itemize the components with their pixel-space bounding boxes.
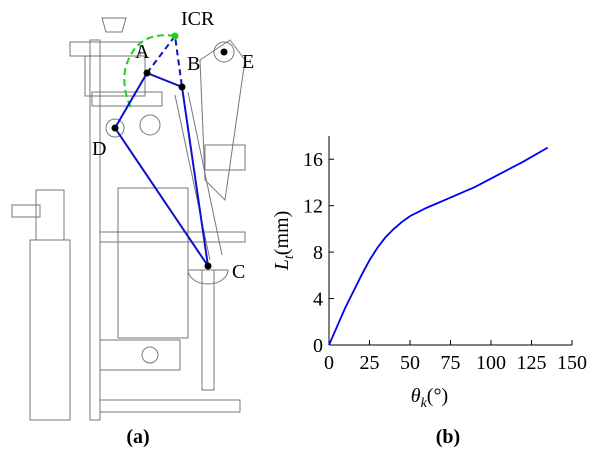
x-axis-label-symbol: θ xyxy=(411,385,421,407)
x-tick-label: 125 xyxy=(517,352,547,374)
data-line xyxy=(328,146,549,346)
y-tick-label: 12 xyxy=(303,196,323,218)
joint-label: C xyxy=(232,261,245,283)
icr-arc xyxy=(123,34,176,111)
x-tick-label: 100 xyxy=(476,352,506,374)
joint-label: D xyxy=(92,138,106,160)
x-axis-label-unit: (°) xyxy=(427,385,448,407)
y-axis-label: Lt(mm) xyxy=(271,211,297,271)
x-axis-label-subscript: k xyxy=(421,396,428,411)
y-tick-label: 4 xyxy=(313,289,323,311)
panel-label: (b) xyxy=(436,426,460,448)
joint-label: B xyxy=(187,53,200,75)
y-axis-label-unit: (mm) xyxy=(271,211,293,255)
x-tick-label: 50 xyxy=(400,352,420,374)
mechanism-sketch xyxy=(11,17,246,421)
x-tick-label: 0 xyxy=(324,352,334,374)
y-axis-label-symbol: L xyxy=(271,259,293,271)
x-tick-label: 25 xyxy=(360,352,380,374)
joint-label: ICR xyxy=(181,8,215,30)
x-tick-label: 150 xyxy=(557,352,587,374)
joint-label: E xyxy=(242,51,254,73)
y-tick-label: 8 xyxy=(313,242,323,264)
panel-label: (a) xyxy=(126,426,149,448)
joint-label: A xyxy=(135,41,150,63)
y-tick-label: 0 xyxy=(313,335,323,357)
y-tick-label: 16 xyxy=(303,149,323,171)
joints xyxy=(111,32,228,270)
y-axis-label-subscript: t xyxy=(282,254,297,259)
x-axis-label: θk(°) xyxy=(411,385,448,411)
x-tick-label: 75 xyxy=(441,352,461,374)
